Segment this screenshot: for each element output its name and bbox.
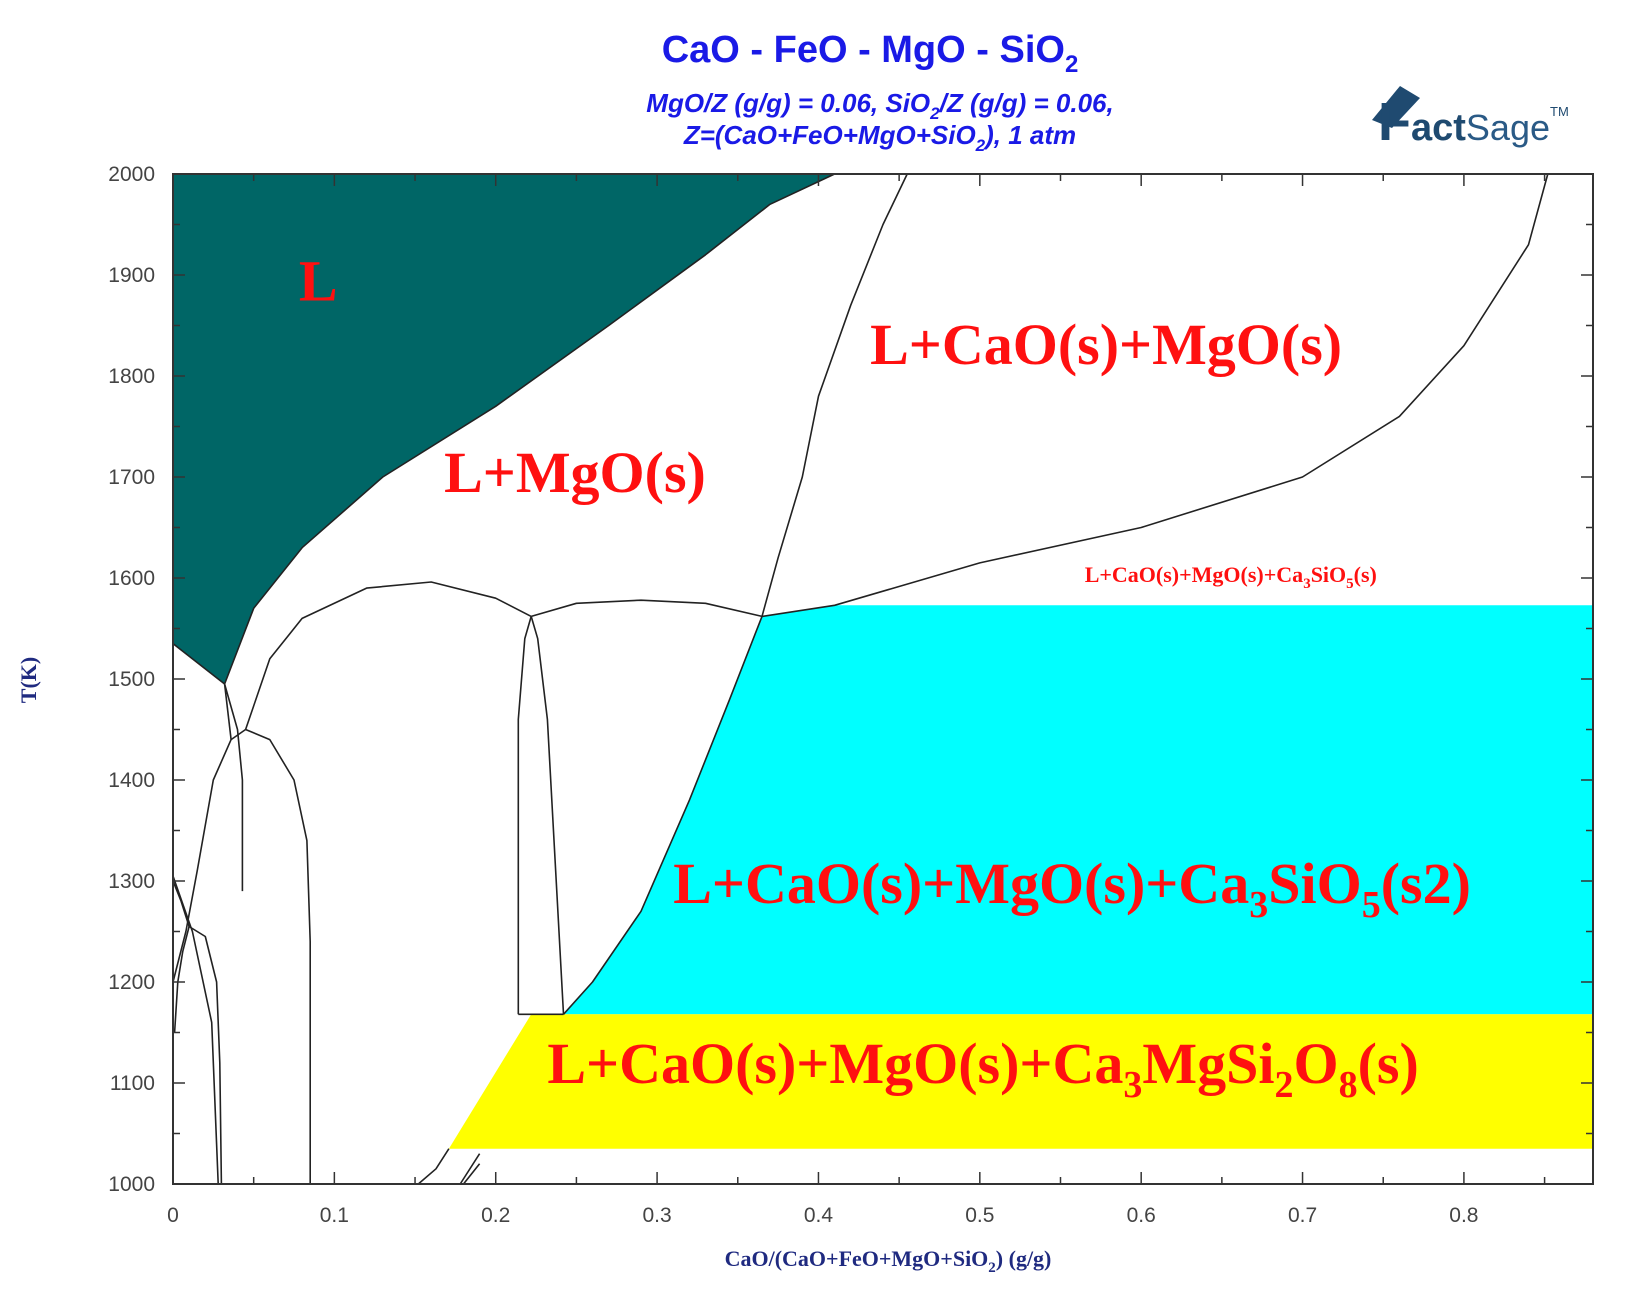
y-tick-label: 1600 (108, 567, 155, 590)
factsage-logo: FactSageTM (1372, 86, 1569, 152)
y-tick-label: 1500 (108, 668, 155, 691)
phase-boundary-line (530, 616, 565, 1015)
phase-regions (173, 174, 1593, 1149)
svg-text:FactSageTM: FactSageTM (1378, 92, 1569, 152)
y-tick-label: 1300 (108, 870, 155, 893)
label-L-MgO: L+MgO(s) (444, 440, 706, 505)
y-tick-label: 1000 (108, 1173, 155, 1196)
label-L: L (299, 248, 338, 313)
x-tick-label: 0.5 (965, 1204, 994, 1227)
plot-area: 0 0.1 0.2 0.3 0.4 0.5 0.6 0.7 0.8 1000 1100 1200 130… (108, 163, 1594, 1227)
phase-boundary-line (417, 1148, 450, 1185)
x-tick-label: 0.8 (1449, 1204, 1478, 1227)
plot-frame (172, 173, 1594, 1185)
region-L_CaO_MgO_Ca3SiO5_s2 (563, 605, 1593, 1015)
phase-boundary-line (459, 1153, 481, 1185)
region-labels: L L+MgO(s) L+CaO(s)+MgO(s) L+CaO(s)+MgO(s)+… (299, 248, 1471, 1106)
chart-subtitle-line2: Z=(CaO+FeO+MgO+SiO2), 1 atm (683, 120, 1076, 155)
region-L (173, 174, 835, 684)
phase-boundaries (172, 173, 1549, 1185)
label-L-CaO-MgO: L+CaO(s)+MgO(s) (870, 312, 1342, 377)
x-tick-label: 0 (167, 1204, 179, 1227)
phase-boundary-line (172, 875, 219, 1185)
phase-boundary-line (761, 173, 1549, 618)
x-axis-title: CaO/(CaO+FeO+MgO+SiO2) (g/g) (725, 1246, 1052, 1276)
phase-boundary-line (223, 683, 244, 892)
x-tick-label: 0.4 (804, 1204, 834, 1227)
y-tick-label: 1800 (108, 365, 155, 388)
region-L_CaO_MgO_Ca3MgSi2O8_s (448, 1014, 1593, 1149)
label-L-CaO-MgO-Ca3SiO5-s2: L+CaO(s)+MgO(s)+Ca3SiO5(s2) (673, 851, 1471, 926)
y-tick-label: 1100 (110, 1072, 155, 1095)
phase-boundary-line (562, 173, 908, 1015)
label-L-CaO-MgO-Ca3SiO5-s: L+CaO(s)+MgO(s)+Ca3SiO5(s) (1085, 562, 1377, 592)
factsage-logo-mark (1372, 86, 1420, 128)
phase-boundary-line (172, 173, 835, 685)
y-tick-label: 1200 (108, 971, 155, 994)
y-tick-label: 2000 (108, 163, 155, 186)
phase-boundary-line (223, 683, 232, 740)
phase-boundary-line (173, 926, 190, 1033)
x-tick-label: 0.3 (642, 1204, 671, 1227)
phase-boundary-line (462, 1163, 481, 1185)
y-tick-label: 1700 (108, 466, 155, 489)
phase-boundary-line (245, 728, 312, 1184)
y-axis-title: T(K) (16, 657, 41, 703)
chart-subtitle-line1: MgO/Z (g/g) = 0.06, SiO2/Z (g/g) = 0.06, (646, 88, 1113, 123)
chart-title: CaO - FeO - MgO - SiO2 (662, 29, 1079, 78)
x-tick-label: 0.6 (1127, 1204, 1156, 1227)
phase-boundary-line (530, 599, 763, 618)
phase-boundary-line (172, 728, 247, 983)
axis-ticks: 0 0.1 0.2 0.3 0.4 0.5 0.6 0.7 0.8 1000 1100 1200 130… (108, 163, 1593, 1227)
y-tick-label: 1900 (108, 264, 155, 287)
phase-boundary-line (244, 581, 532, 730)
phase-boundary-line (517, 616, 532, 1015)
x-tick-label: 0.1 (320, 1204, 349, 1227)
label-L-CaO-MgO-Ca3MgSi2O8: L+CaO(s)+MgO(s)+Ca3MgSi2O8(s) (547, 1031, 1418, 1106)
x-tick-label: 0.2 (481, 1204, 510, 1227)
y-tick-label: 1400 (108, 769, 155, 792)
x-tick-label: 0.7 (1288, 1204, 1317, 1227)
